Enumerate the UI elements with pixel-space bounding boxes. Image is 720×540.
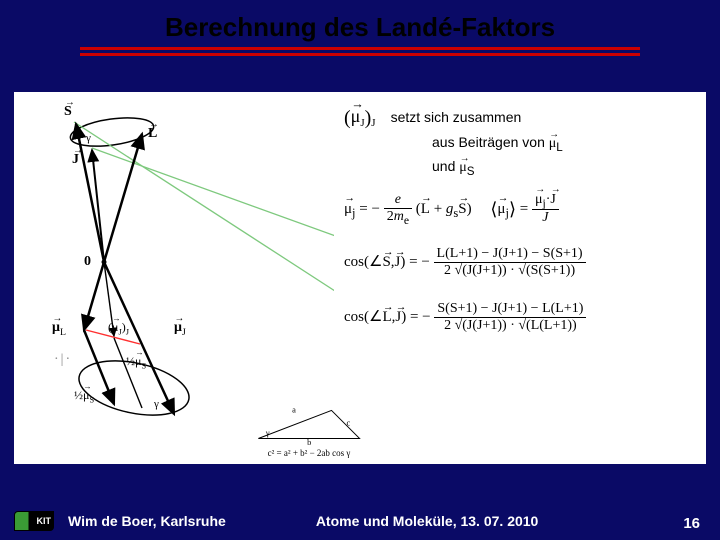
slide-title-bar: Berechnung des Landé-Faktors <box>0 0 720 63</box>
formula-mu-j: μj = − e2me (L + gsS) ⟨μj⟩ = μj·JJ <box>344 192 704 227</box>
label-S: S <box>64 104 72 120</box>
vector-diagram: S L J 0 μL (μJ)J μJ ½μS ½μS γ γ ·|· <box>14 92 334 422</box>
slide-title: Berechnung des Landé-Faktors <box>165 12 555 42</box>
label-halfmuS2: ½μS <box>74 388 94 404</box>
cosine-law-text: c² = a² + b² − 2ab cos γ <box>244 448 374 458</box>
formula-area: (μJ)J setzt sich zusammen aus Beiträgen … <box>344 98 704 342</box>
desc-line3: und μS <box>432 158 704 178</box>
page-number: 16 <box>683 515 700 532</box>
title-underline <box>80 47 640 56</box>
dots: ·|· <box>54 352 72 368</box>
svg-text:b: b <box>307 437 311 446</box>
svg-text:c: c <box>347 417 351 427</box>
svg-text:a: a <box>292 404 296 414</box>
svg-text:γ: γ <box>265 428 270 438</box>
kit-logo: KIT <box>14 511 54 531</box>
label-J: J <box>72 152 79 168</box>
desc-line1: setzt sich zusammen <box>391 109 522 125</box>
label-L: L <box>148 126 157 142</box>
formula-cos-LJ: cos(∠L,J) = − S(S+1) − J(J+1) − L(L+1) 2… <box>344 301 704 334</box>
label-muJJ: (μJ)J <box>108 320 129 336</box>
label-origin: 0 <box>84 254 91 270</box>
footer: KIT Wim de Boer, Karlsruhe Atome und Mol… <box>0 502 720 540</box>
label-muL: μL <box>52 320 66 338</box>
cosine-law-inset: a c b γ c² = a² + b² − 2ab cos γ <box>244 401 374 458</box>
top-expr: (μJ)J setzt sich zusammen <box>344 106 704 130</box>
footer-author: Wim de Boer, Karlsruhe <box>68 513 226 529</box>
label-gamma-bot: γ <box>154 398 159 410</box>
label-muJ: μJ <box>174 320 186 338</box>
kit-logo-text: KIT <box>37 516 52 526</box>
footer-center: Atome und Moleküle, 13. 07. 2010 <box>316 513 539 529</box>
desc-line2: aus Beiträgen von μL <box>432 134 704 154</box>
label-halfmuS1: ½μS <box>126 354 146 370</box>
label-gamma-top: γ <box>86 132 91 144</box>
formula-cos-SJ: cos(∠S,J) = − L(L+1) − J(J+1) − S(S+1) 2… <box>344 246 704 279</box>
content-panel: S L J 0 μL (μJ)J μJ ½μS ½μS γ γ ·|· (μJ)… <box>14 92 706 464</box>
